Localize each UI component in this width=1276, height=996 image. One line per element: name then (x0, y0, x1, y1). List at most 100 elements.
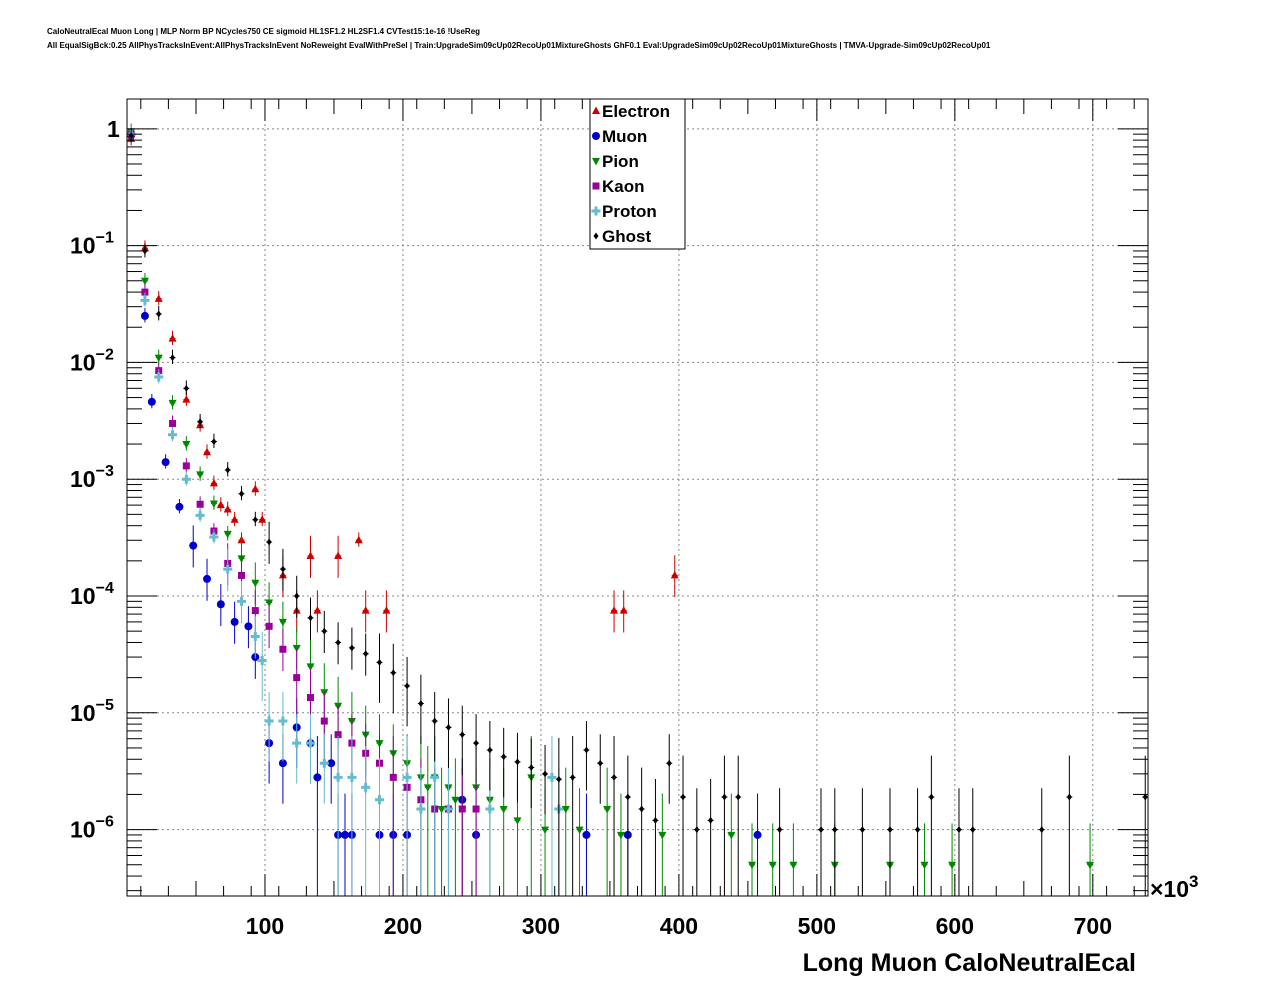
data-point-pion (292, 644, 301, 653)
data-point-ghost (404, 682, 410, 690)
data-point-ghost (818, 826, 824, 834)
data-point-pion (209, 500, 218, 508)
data-point-proton (278, 716, 288, 726)
data-point-electron (251, 484, 260, 493)
x-tick-label: 200 (384, 913, 422, 939)
data-point-ghost (280, 565, 286, 573)
data-point-proton (430, 772, 440, 782)
x-tick-label: 500 (798, 913, 836, 939)
data-point-electron (361, 606, 370, 614)
data-point-kaon (169, 419, 177, 427)
data-point-proton (306, 738, 316, 748)
data-point-ghost (170, 354, 176, 362)
legend-label-kaon: Kaon (602, 177, 645, 196)
data-point-ghost (335, 638, 341, 646)
data-point-ghost (501, 753, 507, 761)
data-point-proton (416, 804, 426, 814)
legend: Electron Muon Pion Kaon Proton Ghost (589, 98, 686, 250)
x-tick-label: 300 (522, 913, 560, 939)
data-point-pion (423, 784, 432, 792)
data-point-ghost (928, 793, 934, 801)
x-multiplier-label: ×103 (1150, 872, 1198, 902)
data-point-ghost (487, 746, 493, 754)
legend-label-electron: Electron (602, 102, 670, 121)
data-point-ghost (721, 793, 727, 801)
data-point-ghost (294, 592, 300, 600)
data-point-pion (575, 826, 584, 835)
data-point-ghost (445, 723, 451, 731)
data-point-proton (264, 716, 274, 726)
data-point-muon (189, 541, 198, 550)
data-point-muon (216, 600, 225, 609)
data-point-electron (619, 606, 628, 614)
data-point-pion (789, 861, 798, 870)
data-point-ghost (611, 773, 617, 781)
data-point-kaon (265, 622, 273, 630)
data-point-ghost (915, 826, 921, 834)
data-point-kaon (238, 571, 246, 579)
data-point-ghost (777, 826, 783, 834)
data-point-electron (670, 570, 679, 579)
data-point-electron (354, 535, 363, 544)
data-point-ghost (308, 614, 314, 622)
data-point-ghost (570, 773, 576, 781)
data-point-pion (223, 530, 232, 539)
y-tick-label: 10−1 (70, 230, 114, 259)
data-point-pion (920, 861, 929, 870)
legend-marker-pion (592, 158, 600, 166)
data-point-electron (610, 606, 619, 614)
data-point-ghost (887, 826, 893, 834)
data-point-electron (203, 447, 212, 456)
title-line-2: All EqualSigBck:0.25 AllPhysTracksInEven… (47, 41, 991, 50)
data-point-ghost (376, 658, 382, 666)
data-point-muon (140, 311, 149, 320)
y-tick-label: 10−4 (70, 580, 114, 609)
data-point-kaon (251, 607, 259, 615)
data-point-electron (306, 551, 315, 560)
data-point-proton (485, 804, 495, 814)
data-point-kaon (293, 674, 301, 682)
y-tick-label: 10−5 (70, 697, 114, 726)
data-point-muon (203, 574, 212, 583)
data-point-muon (147, 397, 156, 406)
data-point-proton (347, 772, 357, 782)
series-kaon (127, 126, 480, 896)
data-point-ghost (183, 384, 189, 392)
data-point-ghost (514, 758, 520, 766)
data-point-electron (258, 515, 267, 523)
data-point-muon (327, 759, 336, 768)
data-point-ghost (639, 805, 645, 813)
data-point-electron (216, 500, 225, 509)
data-point-kaon (307, 694, 315, 702)
data-point-ghost (583, 746, 589, 754)
data-point-ghost (390, 669, 396, 677)
data-point-proton (237, 596, 247, 606)
legend-marker-muon (592, 132, 600, 140)
data-point-pion (658, 831, 667, 840)
series-layer (126, 123, 1149, 896)
data-point-ghost (459, 731, 465, 739)
data-point-ghost (225, 466, 231, 474)
data-point-pion (513, 817, 522, 825)
data-point-ghost (1039, 826, 1045, 834)
data-point-muon (753, 830, 762, 839)
data-point-pion (306, 663, 315, 671)
data-point-pion (154, 354, 163, 363)
data-point-muon (175, 502, 184, 511)
data-point-muon (340, 830, 349, 839)
y-tick-label: 10−2 (70, 346, 114, 375)
y-tick-label: 10−6 (70, 814, 114, 843)
data-point-ghost (142, 247, 148, 255)
data-point-ghost (156, 310, 162, 318)
data-point-proton (361, 782, 371, 792)
data-point-ghost (956, 826, 962, 834)
legend-box (589, 98, 686, 250)
data-point-electron (223, 505, 232, 513)
data-point-pion (541, 826, 550, 835)
data-point-pion (451, 796, 460, 805)
title-line-1: CaloNeutralEcal Muon Long | MLP Norm BP … (47, 27, 481, 36)
data-point-ghost (542, 770, 548, 778)
data-point-pion (748, 861, 757, 870)
data-point-pion (561, 806, 570, 814)
